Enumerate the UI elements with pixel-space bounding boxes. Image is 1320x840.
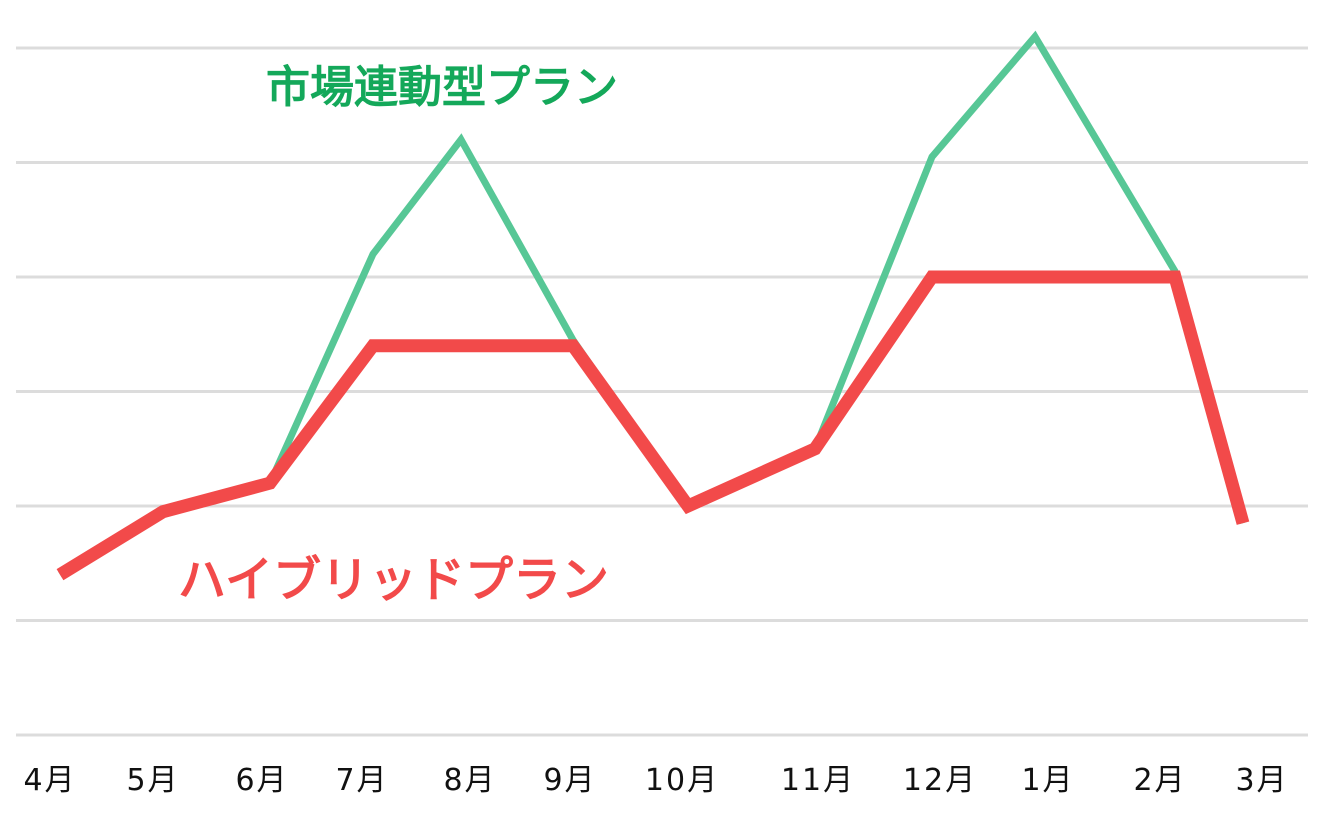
x-tick-label: 11月 — [781, 763, 855, 798]
x-tick-label: 5月 — [126, 763, 179, 798]
x-tick-label: 7月 — [335, 763, 388, 798]
series-lines — [56, 30, 1250, 581]
x-tick-label: 4月 — [23, 763, 76, 798]
x-tick-label: 9月 — [543, 763, 596, 798]
x-tick-label: 10月 — [645, 763, 719, 798]
x-tick-label: 1月 — [1021, 763, 1074, 798]
gridlines — [16, 46, 1308, 737]
x-tick-label: 12月 — [903, 763, 977, 798]
x-tick-label: 8月 — [443, 763, 496, 798]
x-tick-label: 6月 — [235, 763, 288, 798]
series-label-market-linked-plan: 市場連動型プラン — [266, 62, 618, 113]
x-axis-tick-labels: 4月 5月 6月 7月 8月 9月 10月 11月 12月 1月 2月 3月 — [23, 763, 1288, 798]
x-tick-label: 3月 — [1235, 763, 1288, 798]
series-label-hybrid-plan: ハイブリッドプラン — [178, 552, 609, 608]
series-line-hybrid-plan — [56, 270, 1250, 581]
x-tick-label: 2月 — [1133, 763, 1186, 798]
